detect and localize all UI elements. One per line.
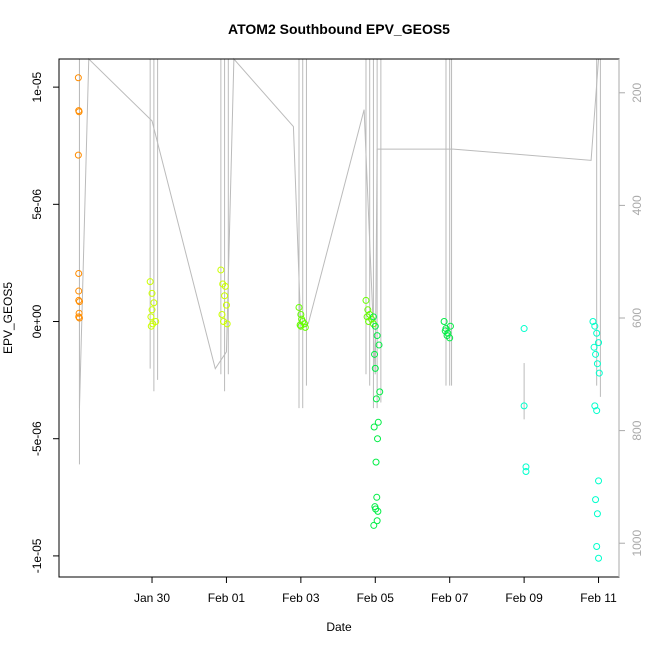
data-point — [75, 108, 83, 116]
data-point — [595, 339, 603, 347]
plot-frame — [58, 58, 620, 578]
y2-tick-label: 800 — [630, 420, 644, 440]
data-point — [522, 468, 530, 476]
data-point — [371, 350, 379, 358]
data-point — [591, 402, 599, 410]
y-axis: 1e-05 5e-06 0e+00 -5e-06 -1e-05 — [30, 71, 59, 573]
data-point — [74, 151, 82, 159]
y-axis-label: EPV_GEOS5 — [1, 282, 15, 354]
data-point — [373, 517, 381, 525]
data-point — [371, 364, 379, 372]
data-point — [595, 554, 603, 562]
data-point — [374, 507, 382, 515]
data-point — [520, 325, 528, 333]
x-tick-label: Feb 05 — [357, 591, 395, 605]
chart-title: ATOM2 Southbound EPV_GEOS5 — [228, 21, 450, 37]
x-tick-label: Feb 03 — [282, 591, 320, 605]
data-point — [443, 332, 451, 340]
data-point — [589, 318, 597, 326]
data-point — [593, 329, 601, 337]
data-point — [295, 303, 303, 311]
data-point — [370, 423, 378, 431]
data-point — [372, 505, 380, 513]
data-point — [222, 301, 230, 309]
data-point — [223, 320, 231, 328]
data-point — [593, 543, 601, 551]
data-point — [595, 477, 603, 485]
data-point — [369, 313, 377, 321]
data-point — [75, 269, 83, 277]
x-axis-label: Date — [326, 620, 352, 634]
data-point — [364, 306, 372, 314]
data-point — [146, 278, 154, 286]
data-point — [298, 315, 306, 323]
data-point — [221, 292, 229, 300]
data-point — [446, 322, 454, 330]
data-point — [217, 266, 225, 274]
y2-tick-label: 1000 — [630, 530, 644, 557]
y2-axis: 200 400 600 800 1000 — [618, 59, 644, 577]
data-point — [74, 74, 82, 82]
x-tick-label: Jan 30 — [134, 591, 170, 605]
x-tick-label: Feb 07 — [431, 591, 469, 605]
data-point — [147, 313, 155, 321]
data-point — [591, 322, 599, 330]
y-tick-label: 1e-05 — [30, 71, 44, 102]
data-point — [590, 343, 598, 351]
data-point — [219, 318, 227, 326]
data-point — [376, 388, 384, 396]
data-point — [372, 395, 380, 403]
data-point — [75, 309, 83, 317]
data-point — [218, 310, 226, 318]
data-point — [150, 299, 158, 307]
y2-tick-label: 400 — [630, 195, 644, 215]
y2-tick-label: 200 — [630, 82, 644, 102]
data-point — [593, 360, 601, 368]
data-point — [75, 298, 83, 306]
y2-tick-label: 600 — [630, 308, 644, 328]
x-tick-label: Feb 09 — [505, 591, 543, 605]
data-point — [297, 310, 305, 318]
data-point — [148, 289, 156, 297]
data-point — [362, 296, 370, 304]
data-point — [592, 350, 600, 358]
data-point — [441, 327, 449, 335]
data-point — [148, 306, 156, 314]
y-tick-label: -5e-06 — [30, 421, 44, 456]
data-point — [371, 322, 379, 330]
data-point — [520, 402, 528, 410]
data-point — [522, 463, 530, 471]
x-axis: Jan 30 Feb 01 Feb 03 Feb 05 Feb 07 Feb 09 Feb … — [134, 577, 617, 605]
x-tick-label: Feb 01 — [208, 591, 246, 605]
y-tick-label: 0e+00 — [30, 304, 44, 338]
data-point — [440, 318, 448, 326]
data-point — [373, 332, 381, 340]
data-point — [375, 341, 383, 349]
data-point — [373, 493, 381, 501]
y-tick-label: 5e-06 — [30, 189, 44, 220]
data-point — [75, 314, 83, 322]
data-point — [297, 322, 305, 330]
data-point — [372, 458, 380, 466]
data-point — [592, 496, 600, 504]
data-point — [221, 282, 229, 290]
x-tick-label: Feb 11 — [580, 591, 617, 605]
data-point — [370, 521, 378, 529]
y-tick-label: -1e-05 — [30, 538, 44, 573]
data-point — [595, 369, 603, 377]
data-point — [374, 418, 382, 426]
data-point — [593, 510, 601, 518]
data-point — [75, 296, 83, 304]
data-point — [593, 407, 601, 415]
data-point — [75, 313, 83, 321]
data-point — [147, 322, 155, 330]
points-layer — [74, 74, 603, 562]
data-point — [75, 287, 83, 295]
data-point — [374, 435, 382, 443]
